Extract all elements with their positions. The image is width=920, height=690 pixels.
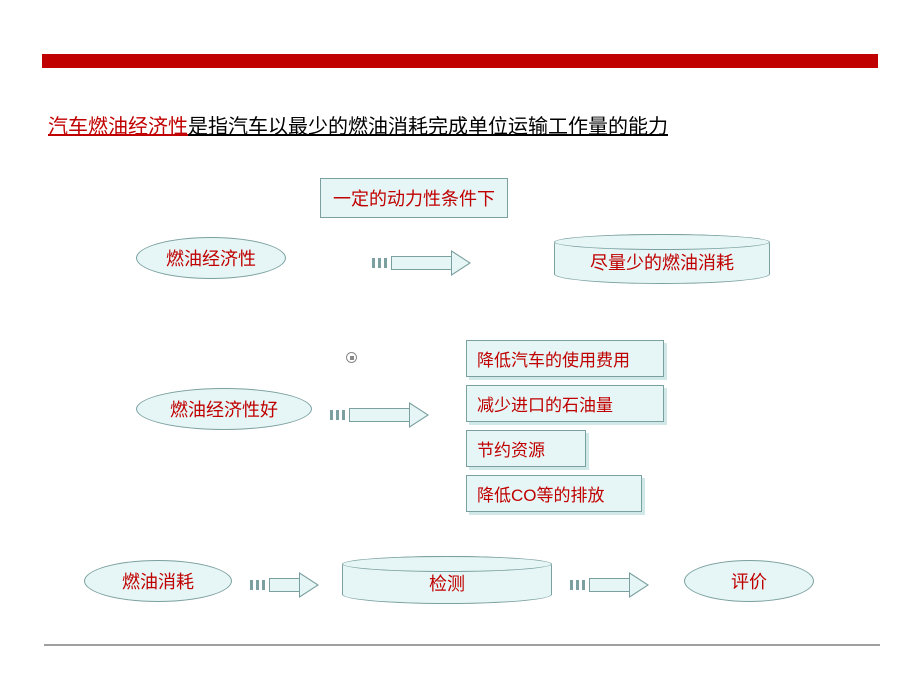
condition-box: 一定的动力性条件下 — [320, 178, 508, 218]
page-marker-icon — [346, 352, 357, 363]
footer-divider — [44, 644, 880, 646]
note-2-label: 减少进口的石油量 — [477, 396, 613, 415]
low-consumption-cylinder: 尽量少的燃油消耗 — [554, 234, 770, 284]
note-4-label: 降低CO等的排放 — [477, 486, 605, 505]
inspection-label: 检测 — [429, 564, 465, 596]
fuel-consumption-oval: 燃油消耗 — [84, 560, 232, 602]
fuel-economy-oval: 燃油经济性 — [136, 237, 286, 279]
fuel-economy-label: 燃油经济性 — [166, 245, 256, 271]
note-1-label: 降低汽车的使用费用 — [477, 351, 630, 370]
arrow-2 — [330, 402, 429, 428]
note-2: 减少进口的石油量 — [466, 385, 664, 422]
arrow-1 — [372, 250, 471, 276]
evaluation-oval: 评价 — [684, 560, 814, 602]
arrow-4 — [570, 572, 649, 598]
definition-text: 汽车燃油经济性是指汽车以最少的燃油消耗完成单位运输工作量的能力 — [48, 110, 668, 139]
note-3: 节约资源 — [466, 430, 586, 467]
note-4: 降低CO等的排放 — [466, 475, 642, 512]
header-red-bar — [42, 54, 878, 68]
note-3-label: 节约资源 — [477, 441, 545, 460]
low-consumption-label: 尽量少的燃油消耗 — [590, 243, 734, 275]
evaluation-label: 评价 — [731, 568, 767, 594]
definition-rest: 是指汽车以最少的燃油消耗完成单位运输工作量的能力 — [188, 116, 668, 138]
arrow-3 — [250, 572, 319, 598]
fuel-consumption-label: 燃油消耗 — [122, 568, 194, 594]
fuel-economy-good-label: 燃油经济性好 — [170, 396, 278, 422]
inspection-cylinder: 检测 — [342, 556, 552, 604]
note-1: 降低汽车的使用费用 — [466, 340, 664, 377]
fuel-economy-good-oval: 燃油经济性好 — [136, 388, 312, 430]
condition-label: 一定的动力性条件下 — [333, 189, 495, 209]
definition-term: 汽车燃油经济性 — [48, 116, 188, 138]
